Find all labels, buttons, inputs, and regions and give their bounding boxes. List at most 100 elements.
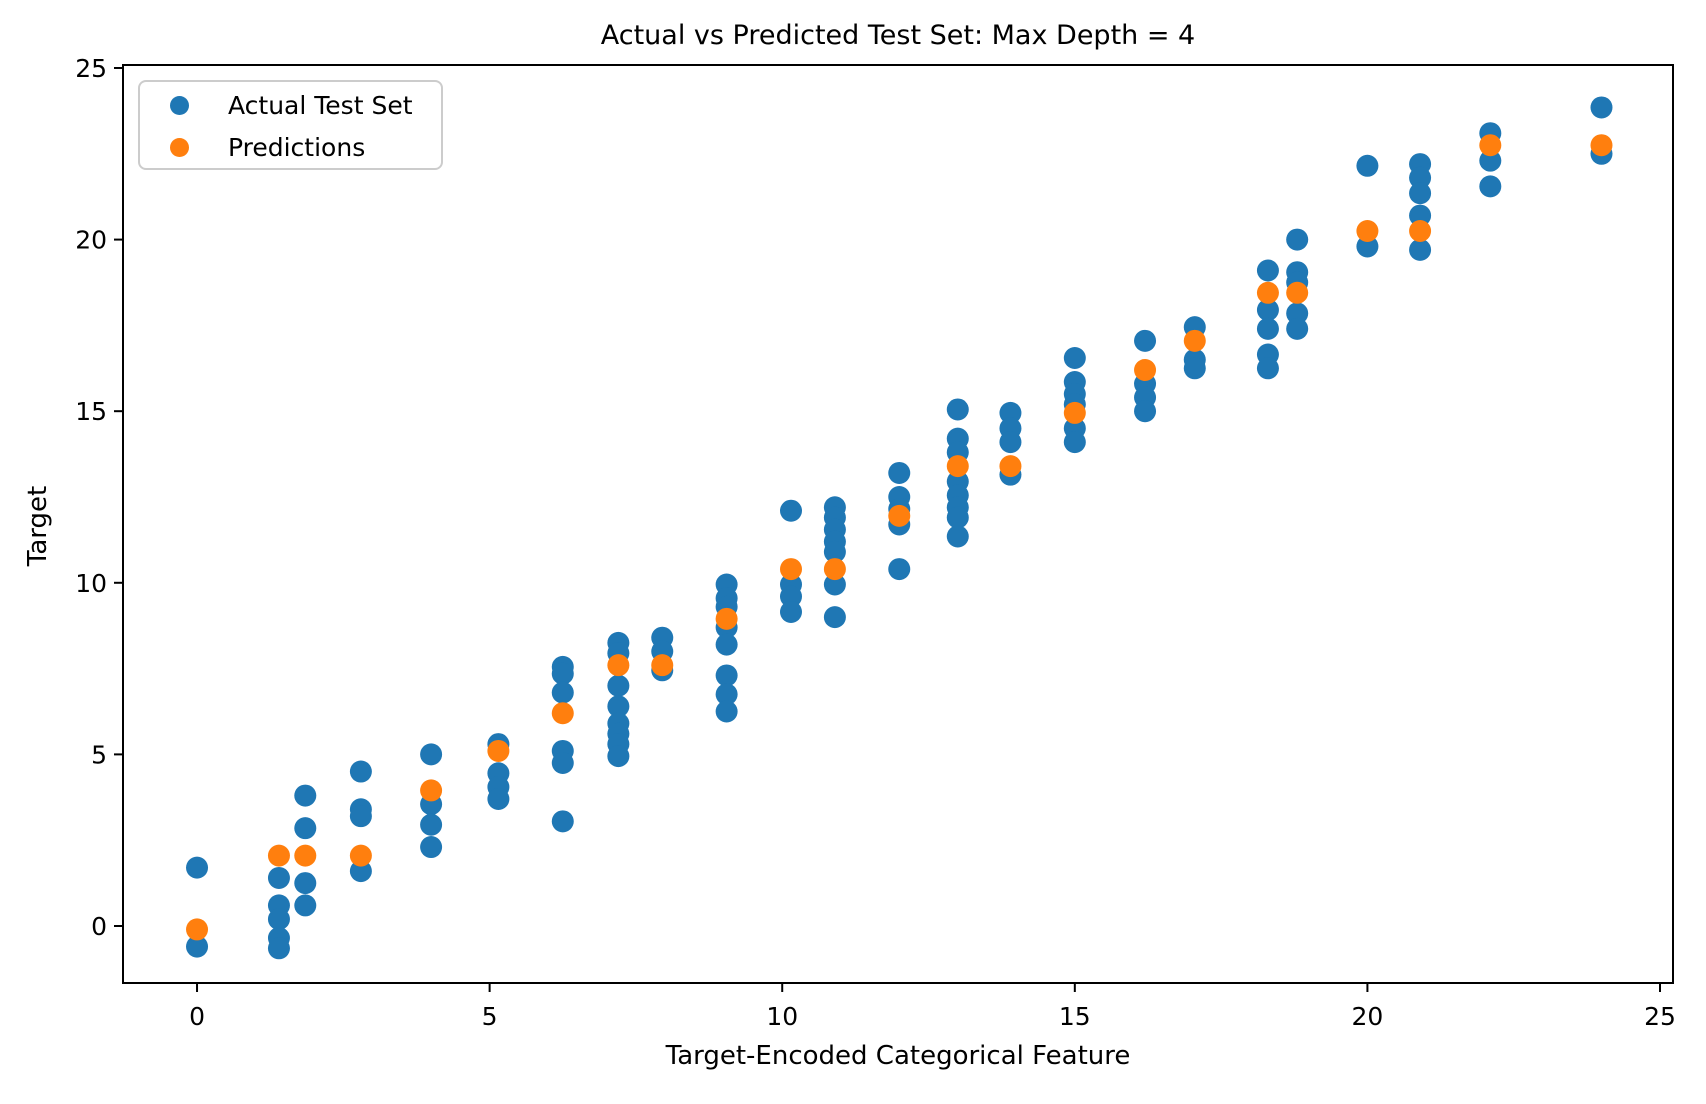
data-point <box>186 935 209 958</box>
y-tick-label: 10 <box>75 569 107 598</box>
x-axis-label: Target-Encoded Categorical Feature <box>665 1041 1131 1071</box>
data-point <box>551 751 574 774</box>
data-point <box>1134 359 1157 382</box>
data-point <box>551 681 574 704</box>
x-tick-label: 5 <box>482 1002 498 1031</box>
data-point <box>607 674 630 697</box>
data-point <box>1590 134 1613 157</box>
y-tick-label: 25 <box>75 54 107 83</box>
data-point <box>349 860 372 883</box>
data-point <box>779 558 802 581</box>
data-point <box>779 499 802 522</box>
data-point <box>779 600 802 623</box>
legend-marker-actual-icon <box>170 95 189 115</box>
data-point <box>888 504 911 527</box>
x-tick-label: 0 <box>189 1002 205 1031</box>
data-point <box>1183 357 1206 380</box>
data-point <box>1134 329 1157 352</box>
data-point <box>946 525 969 548</box>
data-point <box>1256 357 1279 380</box>
x-tick-label: 15 <box>1059 1002 1091 1031</box>
data-point <box>823 558 846 581</box>
data-point <box>1063 346 1086 369</box>
data-point <box>607 695 630 718</box>
plot-spines <box>122 64 1674 984</box>
data-point <box>1256 259 1279 282</box>
data-point <box>1409 204 1432 227</box>
x-tick-label: 20 <box>1352 1002 1384 1031</box>
data-point <box>420 779 443 802</box>
data-point <box>1479 149 1502 172</box>
data-point <box>267 844 290 867</box>
data-point <box>1409 166 1432 189</box>
y-tick-label: 15 <box>75 397 107 426</box>
x-tick-label: 10 <box>766 1002 798 1031</box>
data-point <box>1286 228 1309 251</box>
data-point <box>487 739 510 762</box>
data-point <box>1256 281 1279 304</box>
data-point <box>999 401 1022 424</box>
data-point <box>349 760 372 783</box>
data-point <box>551 662 574 685</box>
data-point <box>999 431 1022 454</box>
data-point <box>294 894 317 917</box>
data-point <box>1183 329 1206 352</box>
legend-label-actual: Actual Test Set <box>228 90 413 120</box>
data-point <box>1479 134 1502 157</box>
chart-title: Actual vs Predicted Test Set: Max Depth … <box>600 20 1196 51</box>
data-point <box>1286 302 1309 325</box>
data-point <box>1356 220 1379 243</box>
data-point <box>1409 220 1432 243</box>
legend-marker-predictions-icon <box>170 137 189 157</box>
data-point <box>1134 400 1157 423</box>
data-point <box>1356 154 1379 177</box>
data-point <box>1063 401 1086 424</box>
series-predictions <box>186 134 1613 941</box>
data-point <box>1409 182 1432 205</box>
data-point <box>779 585 802 608</box>
data-point <box>267 866 290 889</box>
data-point <box>186 856 209 879</box>
data-point <box>888 558 911 581</box>
y-tick-label: 20 <box>75 226 107 255</box>
data-point <box>715 607 738 630</box>
data-point <box>823 606 846 629</box>
legend-label-predictions: Predictions <box>228 132 366 162</box>
data-point <box>1409 238 1432 261</box>
y-tick-label: 0 <box>91 912 107 941</box>
data-point <box>1286 317 1309 340</box>
data-point <box>1356 235 1379 258</box>
data-point <box>267 908 290 931</box>
data-point <box>294 817 317 840</box>
data-point <box>420 813 443 836</box>
data-point <box>294 872 317 895</box>
data-point <box>1286 281 1309 304</box>
data-point <box>487 788 510 811</box>
data-point <box>715 700 738 723</box>
data-point <box>823 540 846 563</box>
data-point <box>294 844 317 867</box>
data-point <box>420 743 443 766</box>
legend: Actual Test Set Predictions <box>138 80 443 170</box>
series-actual-test-set <box>186 96 1613 960</box>
data-point <box>823 573 846 596</box>
data-point <box>715 664 738 687</box>
data-point <box>551 702 574 725</box>
x-tick-label: 25 <box>1644 1002 1676 1031</box>
data-point <box>1479 175 1502 198</box>
data-point <box>946 506 969 529</box>
data-point <box>420 836 443 859</box>
data-point <box>267 937 290 960</box>
data-point <box>1063 431 1086 454</box>
y-tick-label: 5 <box>91 740 107 769</box>
data-point <box>715 683 738 706</box>
data-point <box>349 805 372 828</box>
data-point <box>186 918 209 941</box>
data-point <box>607 745 630 768</box>
data-point <box>999 455 1022 478</box>
data-point <box>607 654 630 677</box>
data-point <box>1256 298 1279 321</box>
data-point <box>946 398 969 421</box>
